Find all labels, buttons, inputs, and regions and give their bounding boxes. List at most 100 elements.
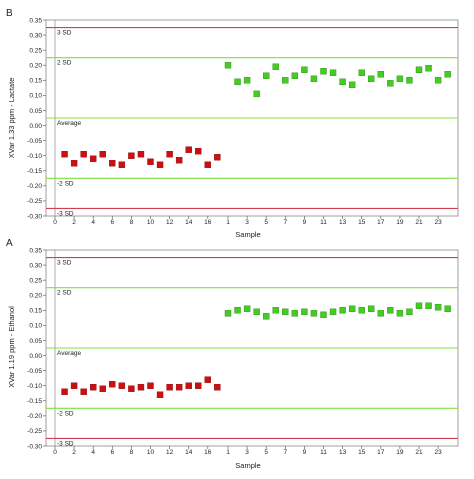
panel-label: B <box>6 8 13 19</box>
x-tick-label: 7 <box>283 449 287 456</box>
y-tick-label: -0.30 <box>27 443 42 450</box>
x-tick-label: 14 <box>185 449 193 456</box>
data-point-red <box>156 391 164 398</box>
data-point-green <box>329 308 337 316</box>
x-tick-label: 5 <box>264 449 268 456</box>
x-tick-label: 19 <box>396 219 404 226</box>
data-point-green <box>291 72 299 79</box>
data-point-red <box>166 384 173 391</box>
data-point-red <box>89 155 97 162</box>
data-point-green <box>263 72 270 79</box>
data-point-green <box>234 307 241 314</box>
data-point-red <box>147 382 154 389</box>
data-point-green <box>224 62 232 69</box>
data-point-red <box>70 382 78 389</box>
y-tick-label: 0.10 <box>29 323 42 330</box>
x-tick-label: 9 <box>303 449 307 456</box>
x-tick-label: 21 <box>415 449 423 456</box>
data-point-green <box>396 310 404 317</box>
data-point-green <box>396 75 404 83</box>
data-point-green <box>387 80 394 87</box>
data-point-red <box>89 384 97 391</box>
x-tick-label: 15 <box>358 449 366 456</box>
data-point-red <box>175 384 183 391</box>
reference-line-label: Average <box>57 120 81 127</box>
x-tick-label: 7 <box>283 219 287 226</box>
x-tick-label: 1 <box>226 449 230 456</box>
reference-line-label: 3 SD <box>57 30 72 37</box>
data-point-red <box>99 385 106 392</box>
data-point-green <box>301 308 308 316</box>
reference-line-label: 2 SD <box>57 290 72 297</box>
x-tick-label: 16 <box>204 449 212 456</box>
y-tick-label: -0.15 <box>27 398 42 405</box>
data-point-green <box>406 308 413 316</box>
data-point-red <box>137 150 145 158</box>
data-point-red <box>195 382 202 389</box>
data-point-green <box>253 90 260 98</box>
x-tick-label: 10 <box>147 449 155 456</box>
data-point-green <box>425 302 432 309</box>
data-point-green <box>253 308 260 316</box>
data-point-green <box>406 77 413 84</box>
x-tick-label: 0 <box>53 449 57 456</box>
y-tick-label: 0.35 <box>29 17 42 24</box>
y-axis-label: XVar 1.33 ppm - Lactate <box>7 78 16 159</box>
data-point-green <box>282 77 289 84</box>
y-tick-label: 0.15 <box>29 78 42 85</box>
y-tick-label: 0.30 <box>29 32 42 39</box>
data-point-green <box>348 305 356 312</box>
data-point-red <box>109 160 116 167</box>
y-tick-label: -0.20 <box>27 413 42 420</box>
x-tick-label: 1 <box>226 219 230 226</box>
reference-line-label: -3 SD <box>57 210 74 217</box>
data-point-green <box>368 305 375 312</box>
reference-line-label: -3 SD <box>57 440 74 447</box>
data-point-red <box>80 388 87 395</box>
y-tick-label: -0.20 <box>27 183 42 190</box>
data-point-green <box>387 307 394 314</box>
x-tick-label: 5 <box>264 219 268 226</box>
data-point-green <box>348 81 356 89</box>
data-point-red <box>204 161 212 168</box>
y-tick-label: -0.10 <box>27 383 42 390</box>
y-tick-label: 0.20 <box>29 63 42 70</box>
x-tick-label: 13 <box>339 449 347 456</box>
y-tick-label: -0.05 <box>27 368 42 375</box>
data-point-green <box>263 313 270 320</box>
x-tick-label: 15 <box>358 219 366 226</box>
data-point-green <box>339 78 346 86</box>
panel-label: A <box>6 238 13 249</box>
data-point-red <box>80 150 87 158</box>
y-tick-label: 0.25 <box>29 47 42 54</box>
x-tick-label: 8 <box>130 219 134 226</box>
data-point-green <box>444 71 451 78</box>
x-tick-label: 16 <box>204 219 212 226</box>
data-point-green <box>425 65 432 72</box>
data-point-green <box>320 68 327 75</box>
y-tick-label: 0.00 <box>29 123 42 130</box>
data-point-red <box>185 146 192 153</box>
x-tick-label: 21 <box>415 219 423 226</box>
x-tick-label: 12 <box>166 219 174 226</box>
data-point-red <box>204 376 212 383</box>
data-point-green <box>224 310 232 317</box>
data-point-green <box>339 307 346 314</box>
y-tick-label: 0.10 <box>29 93 42 100</box>
x-tick-label: 11 <box>320 449 327 456</box>
data-point-red <box>166 150 173 158</box>
x-tick-label: 2 <box>72 449 76 456</box>
y-tick-label: -0.30 <box>27 213 42 220</box>
data-point-red <box>109 380 116 388</box>
data-point-red <box>128 385 135 392</box>
data-point-red <box>195 147 202 155</box>
y-tick-label: 0.05 <box>29 338 42 345</box>
data-point-red <box>61 150 68 158</box>
data-point-green <box>358 69 365 76</box>
data-point-green <box>320 311 327 319</box>
y-tick-label: 0.25 <box>29 277 42 284</box>
y-tick-label: -0.05 <box>27 138 42 145</box>
data-point-green <box>310 75 318 83</box>
data-point-green <box>243 305 251 312</box>
